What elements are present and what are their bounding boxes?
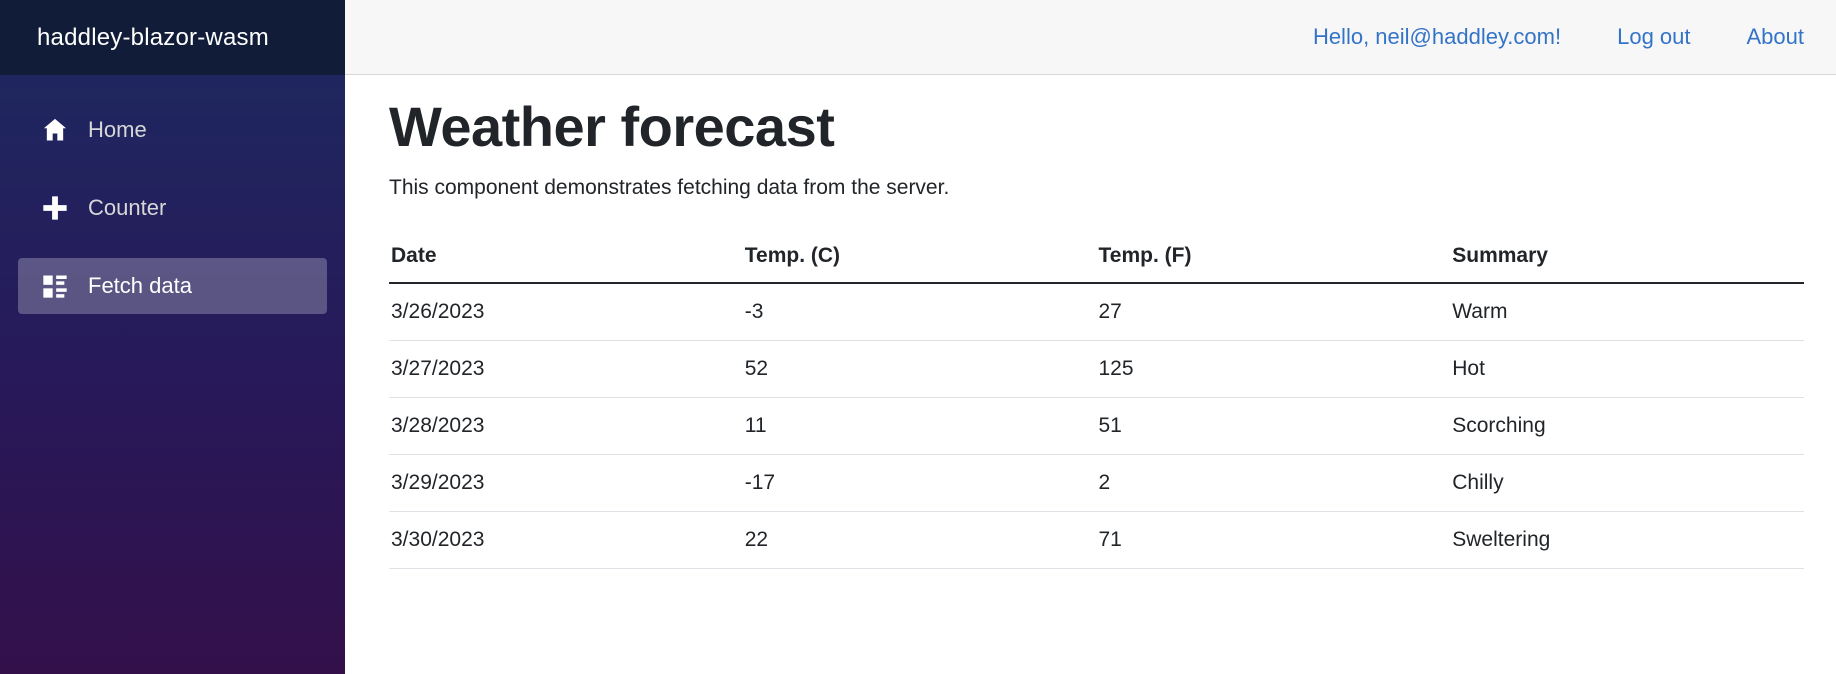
content-pane: Hello, neil@haddley.com! Log out About W… [345, 0, 1836, 674]
table-cell: 3/29/2023 [389, 454, 743, 512]
plus-icon [40, 193, 70, 223]
home-icon [40, 115, 70, 145]
main-content: Weather forecast This component demonstr… [345, 75, 1836, 674]
top-bar: Hello, neil@haddley.com! Log out About [345, 0, 1836, 75]
table-cell: 22 [742, 511, 1097, 569]
table-row: 3/28/2023 11 51 Scorching [389, 397, 1804, 455]
sidebar-item-label: Fetch data [88, 273, 192, 298]
table-cell: Warm [1450, 283, 1804, 341]
forecast-table-body: 3/26/2023 -3 27 Warm 3/27/2023 52 125 Hot 3/28/2… [389, 283, 1804, 569]
table-cell: 3/28/2023 [389, 397, 743, 455]
table-cell: 27 [1096, 283, 1451, 341]
about-link[interactable]: About [1746, 24, 1805, 49]
sidebar-item-counter[interactable]: Counter [18, 180, 327, 236]
greeting-link[interactable]: Hello, neil@haddley.com! [1312, 24, 1562, 49]
table-cell: Chilly [1450, 454, 1804, 512]
column-header-temp-f: Temp. (F) [1096, 228, 1451, 284]
sidebar-nav: Home Counter [0, 75, 345, 336]
table-cell: -17 [742, 454, 1097, 512]
table-cell: 3/26/2023 [389, 283, 743, 341]
table-cell: -3 [742, 283, 1097, 341]
sidebar: haddley-blazor-wasm Home Counter [0, 0, 345, 674]
table-cell: Scorching [1450, 397, 1804, 455]
page-title: Weather forecast [389, 95, 835, 158]
table-cell: 3/27/2023 [389, 340, 743, 398]
sidebar-item-fetch-data[interactable]: Fetch data [18, 258, 327, 314]
table-cell: 125 [1096, 340, 1451, 398]
sidebar-item-label: Counter [88, 195, 167, 220]
table-cell: Hot [1450, 340, 1804, 398]
column-header-temp-c: Temp. (C) [742, 228, 1097, 284]
table-row: 3/26/2023 -3 27 Warm [389, 283, 1804, 341]
sidebar-item-label: Home [88, 117, 147, 142]
table-row: 3/27/2023 52 125 Hot [389, 340, 1804, 398]
column-header-summary: Summary [1450, 228, 1804, 284]
app-title[interactable]: haddley-blazor-wasm [37, 23, 269, 51]
brand-bar: haddley-blazor-wasm [0, 0, 345, 75]
table-cell: 2 [1096, 454, 1451, 512]
table-cell: 52 [742, 340, 1097, 398]
table-cell: 71 [1096, 511, 1451, 569]
table-cell: 11 [742, 397, 1097, 455]
page-subtitle: This component demonstrates fetching dat… [389, 176, 950, 199]
forecast-table-head: Date Temp. (C) Temp. (F) Summary [389, 228, 1804, 284]
table-row: 3/29/2023 -17 2 Chilly [389, 454, 1804, 512]
table-cell: 51 [1096, 397, 1451, 455]
column-header-date: Date [389, 228, 743, 284]
table-cell: 3/30/2023 [389, 511, 743, 569]
header-row: Date Temp. (C) Temp. (F) Summary [389, 228, 1804, 284]
forecast-table: Date Temp. (C) Temp. (F) Summary 3/26/20… [389, 228, 1804, 569]
sidebar-item-home[interactable]: Home [18, 102, 327, 158]
list-rich-icon [40, 271, 70, 301]
table-cell: Sweltering [1450, 511, 1804, 569]
logout-button[interactable]: Log out [1617, 24, 1691, 49]
table-row: 3/30/2023 22 71 Sweltering [389, 511, 1804, 569]
